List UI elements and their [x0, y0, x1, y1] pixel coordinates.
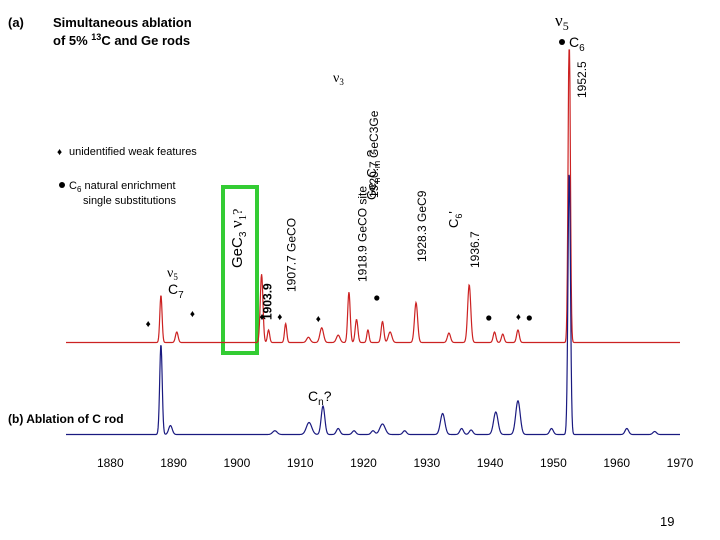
legend-dot-label: C6 natural enrichment: [69, 180, 176, 194]
x-tick-label: 1900: [224, 456, 251, 470]
slide-number: 19: [660, 514, 675, 529]
annotation-gencm: GenCm ?: [364, 150, 382, 200]
panel-a-tag: (a): [8, 15, 24, 30]
unidentified-feature-marker: ♦: [146, 319, 151, 330]
legend-diamond-label: unidentified weak features: [69, 146, 197, 158]
unidentified-feature-marker: ♦: [316, 314, 321, 325]
peak-label-5: 1928.3 GeC9: [415, 190, 429, 262]
annotation-v3: ν3: [333, 71, 344, 87]
x-tick-label: 1880: [97, 456, 124, 470]
annotation-c7: C7: [168, 281, 184, 301]
x-axis: 1880 1890 1900 1910 1920 1930 1940 1950 1960 1970: [97, 456, 694, 470]
unidentified-feature-marker: ♦: [260, 312, 265, 323]
legend-dot-label-line2: single substitutions: [83, 195, 176, 207]
panel-b-title: (b) Ablation of C rod: [8, 412, 124, 426]
annotation-v5: ν5: [555, 11, 569, 33]
x-tick-label: 1930: [413, 456, 440, 470]
panel-a-title-line1: Simultaneous ablation: [53, 15, 192, 30]
single-substitution-marker: [526, 315, 532, 321]
x-tick-label: 1970: [667, 456, 694, 470]
legend: ♦ unidentified weak features C6 natural …: [57, 146, 197, 207]
single-substitution-marker: [486, 315, 492, 321]
peak-label-3: 1918.9 GeCO site: [356, 186, 370, 282]
legend-dot-icon: [59, 182, 65, 188]
highlight-box-1903-9: [221, 185, 259, 355]
peak-labels: 1903.9 1907.7 GeCO 1918.9 GeCO site1920.7 …: [261, 61, 590, 320]
unidentified-feature-marker: ♦: [190, 309, 195, 320]
feature-markers: ♦ ♦ ♦ ♦ ♦ ♦: [146, 295, 532, 330]
annotation-v1: ν1?: [227, 209, 249, 228]
x-tick-label: 1920: [350, 456, 377, 470]
peak-label-1: 1903.9: [261, 283, 275, 320]
cn-label: Cn?: [308, 388, 332, 408]
annotation-c6: C6: [569, 34, 585, 54]
x-tick-label: 1890: [160, 456, 187, 470]
peak-label-7: 1952.5: [575, 61, 589, 98]
x-tick-label: 1910: [287, 456, 314, 470]
unidentified-feature-marker: ♦: [516, 312, 521, 323]
peak-label-6: 1936.7: [468, 231, 482, 268]
x-tick-label: 1940: [477, 456, 504, 470]
peak-label-2: 1907.7 GeCO: [285, 218, 299, 292]
panel-a-title-line2: of 5% 13C and Ge rods: [53, 32, 190, 48]
x-tick-label: 1950: [540, 456, 567, 470]
annotation-c6-prime: C6': [446, 211, 464, 228]
annotation-gec3: GeC3: [229, 231, 249, 268]
single-substitution-marker: [374, 295, 380, 301]
spectrum-trace-2: [66, 174, 680, 436]
x-tick-label: 1960: [603, 456, 630, 470]
unidentified-feature-marker: ♦: [277, 312, 282, 323]
spectrum-trace-1: [66, 49, 680, 344]
peak-label-4: 1920.7 GeC3Ge: [367, 110, 381, 198]
annotation-v5-c7: ν5: [167, 266, 178, 282]
spectrum-curves: [66, 49, 680, 436]
c6-dot-icon: [559, 39, 565, 45]
legend-diamond-icon: ♦: [57, 147, 62, 158]
